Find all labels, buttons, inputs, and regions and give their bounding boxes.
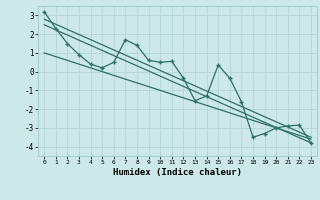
X-axis label: Humidex (Indice chaleur): Humidex (Indice chaleur) <box>113 168 242 177</box>
